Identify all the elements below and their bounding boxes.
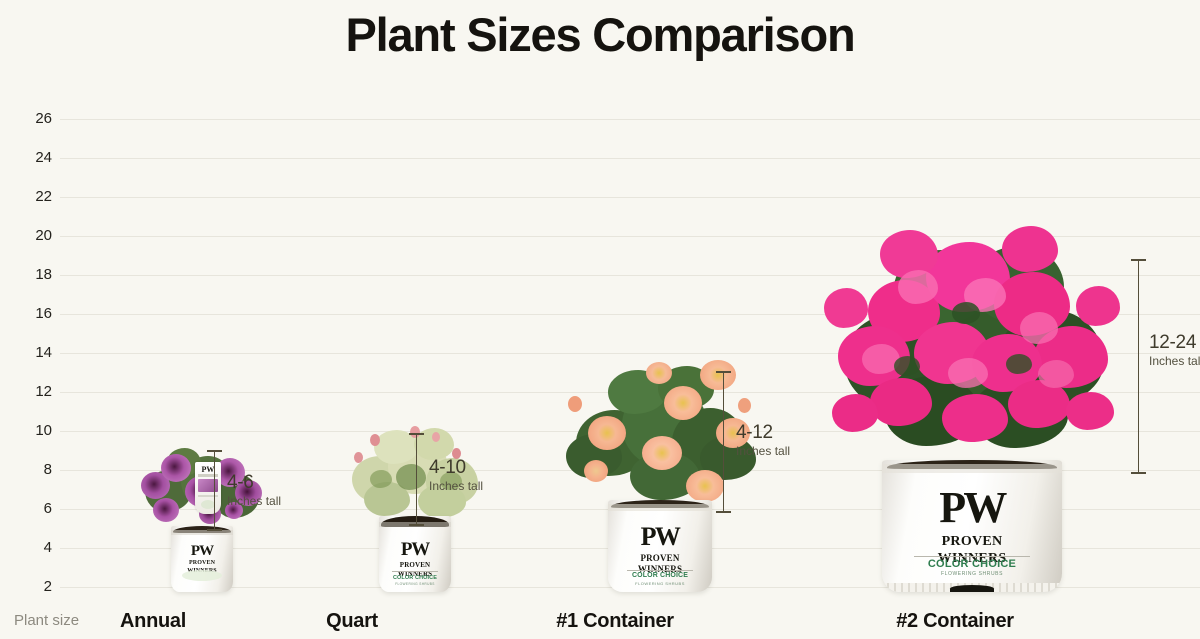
- measure-range-quart: 4-10: [429, 457, 466, 478]
- y-tick-22: 22: [35, 188, 52, 205]
- gridline-26: [60, 119, 1200, 120]
- measure-bracket-quart: [409, 433, 424, 526]
- bracket-cap-bottom: [1131, 472, 1146, 474]
- measure-range-annual: 4-6: [227, 472, 254, 493]
- quart-soil: [381, 516, 449, 527]
- x-category-annual: Annual: [120, 610, 186, 632]
- measure-label-annual: 4-6 Inches tall: [227, 471, 281, 509]
- container2-color-choice-sub: FLOWERING SHRUBS: [940, 571, 1004, 578]
- annual-info-tag: PW: [195, 462, 221, 514]
- annual-pot-brand-line1: PROVEN: [188, 560, 216, 567]
- annual-pot-pw-mark: PW: [190, 543, 214, 560]
- container1-pot-brand-line2: WINNERS: [637, 563, 683, 574]
- y-tick-20: 20: [35, 227, 52, 244]
- x-category-quart: Quart: [326, 610, 378, 632]
- measure-units-annual: Inches tall: [227, 494, 282, 508]
- quart-pot-brand-line2: WINNERS: [397, 569, 433, 578]
- container2-color-choice-mark: COLOR CHOICE: [927, 558, 1017, 571]
- gridline-24: [60, 158, 1200, 159]
- page-title: Plant Sizes Comparison: [345, 8, 855, 61]
- quart-foliage: [348, 426, 482, 522]
- plant-image-container2: PW PROVEN WINNERS COLOR CHOICE FLOWERING…: [822, 226, 1122, 592]
- container1-pot-brand-line1: PROVEN: [640, 552, 680, 563]
- plant-image-container1: PW PROVEN WINNERS COLOR CHOICE FLOWERING…: [560, 360, 760, 592]
- x-axis-label: Plant size: [14, 612, 80, 629]
- gridline-18: [60, 275, 1200, 276]
- container2-pot-brand-line2: WINNERS: [937, 550, 1007, 566]
- bracket-stem: [214, 450, 215, 531]
- gridline-14: [60, 353, 1200, 354]
- quart-pot-pw-mark: PW: [400, 539, 430, 561]
- annual-soil: [172, 526, 232, 534]
- y-tick-4: 4: [43, 539, 52, 556]
- bracket-cap-bottom: [207, 529, 222, 531]
- container2-pot-pw-mark: PW: [939, 483, 1007, 533]
- bracket-cap-bottom: [409, 524, 424, 526]
- measure-range-container2: 12-24: [1149, 332, 1197, 353]
- gridline-16: [60, 314, 1200, 315]
- y-tick-8: 8: [43, 461, 52, 478]
- container2-pot: PW PROVEN WINNERS COLOR CHOICE FLOWERING…: [882, 460, 1062, 592]
- bracket-cap-bottom: [716, 511, 731, 513]
- quart-color-choice-mark: COLOR CHOICE: [392, 575, 438, 582]
- y-axis: 26 24 22 20 18 16 14 12 10 8 6 4 2: [0, 110, 52, 595]
- bracket-stem: [416, 433, 417, 526]
- plot-area: PW PW PROVEN WINNERS: [60, 110, 1200, 592]
- bracket-stem: [723, 371, 724, 513]
- x-category-container1: #1 Container: [556, 610, 674, 632]
- measure-range-container1: 4-12: [736, 422, 773, 443]
- measure-label-container2: 12-24 Inches tall: [1149, 331, 1200, 369]
- measure-bracket-annual: [207, 450, 222, 531]
- measure-label-container1: 4-12 Inches tall: [736, 421, 790, 459]
- y-tick-14: 14: [35, 344, 52, 361]
- container1-pot: PW PROVEN WINNERS COLOR CHOICE FLOWERING…: [608, 500, 712, 592]
- y-tick-2: 2: [43, 578, 52, 595]
- measure-units-container2: Inches tall: [1149, 354, 1200, 368]
- quart-color-choice-sub: FLOWERING SHRUBS: [395, 581, 435, 586]
- container2-foliage: [822, 226, 1122, 466]
- annual-pot: PW PROVEN WINNERS: [171, 526, 233, 592]
- plant-image-annual: PW PW PROVEN WINNERS: [138, 448, 266, 592]
- y-tick-16: 16: [35, 305, 52, 322]
- container2-pot-brand-line1: PROVEN: [941, 534, 1003, 550]
- quart-pot: PW PROVEN WINNERS COLOR CHOICE FLOWERING…: [379, 516, 451, 592]
- gridline-22: [60, 197, 1200, 198]
- y-tick-24: 24: [35, 149, 52, 166]
- container1-foliage: [560, 356, 760, 506]
- quart-pot-brand-line1: PROVEN: [399, 561, 431, 570]
- measure-units-quart: Inches tall: [429, 479, 484, 493]
- measure-bracket-container2: [1131, 259, 1146, 474]
- y-tick-12: 12: [35, 383, 52, 400]
- y-tick-10: 10: [35, 422, 52, 439]
- y-tick-18: 18: [35, 266, 52, 283]
- measure-label-quart: 4-10 Inches tall: [429, 456, 483, 494]
- container1-color-choice-sub: FLOWERING SHRUBS: [635, 580, 685, 586]
- measure-units-container1: Inches tall: [736, 444, 791, 458]
- bracket-stem: [1138, 259, 1139, 474]
- measure-bracket-container1: [716, 371, 731, 513]
- gridline-20: [60, 236, 1200, 237]
- plant-image-quart: PW PROVEN WINNERS COLOR CHOICE FLOWERING…: [348, 426, 482, 592]
- y-tick-6: 6: [43, 500, 52, 517]
- y-tick-26: 26: [35, 110, 52, 127]
- container1-color-choice-mark: COLOR CHOICE: [631, 572, 689, 580]
- container1-pot-pw-mark: PW: [640, 521, 681, 551]
- x-category-container2: #2 Container: [896, 610, 1014, 632]
